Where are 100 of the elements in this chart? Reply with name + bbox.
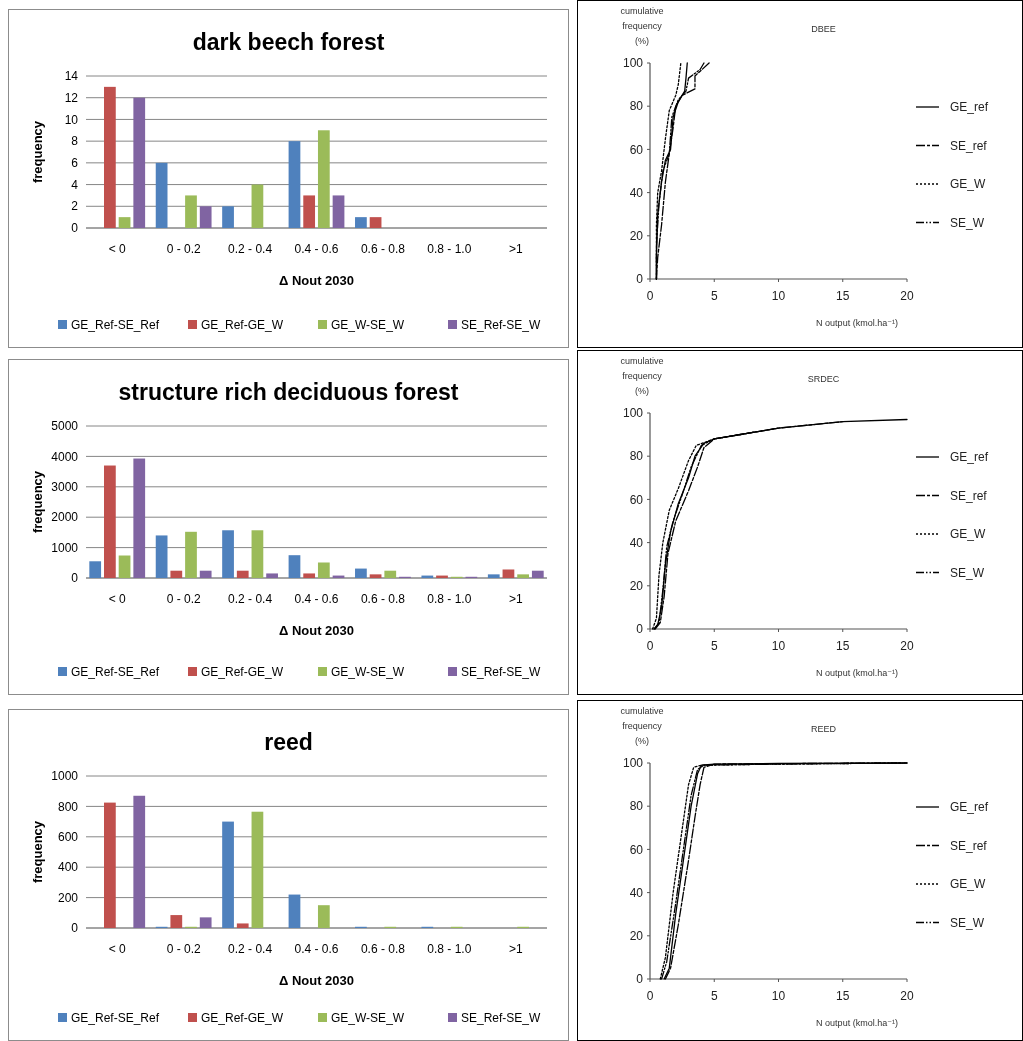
y-tick-label: 4000 (51, 449, 79, 464)
legend-label: SE_Ref-SE_W (461, 664, 542, 679)
legend-label: SE_Ref-SE_W (461, 317, 542, 332)
legend-label: SE_W (950, 565, 985, 580)
legend-label: GE_ref (950, 450, 989, 465)
legend-label: GE_Ref-GE_W (201, 1010, 284, 1025)
y-tick-label: 14 (64, 69, 79, 84)
legend-label: GE_Ref-SE_Ref (71, 1010, 160, 1025)
x-tick-label: 5 (710, 639, 718, 653)
x-tick-label: 15 (836, 639, 850, 653)
y-tick-label: 40 (629, 885, 644, 900)
y-axis-title: frequency (30, 470, 45, 534)
x-axis-title: Δ Nout 2030 (278, 623, 355, 638)
x-tick-label: 0 (646, 289, 654, 303)
chart-title: dark beech forest (192, 29, 385, 55)
y-tick-label: 80 (629, 99, 644, 114)
y-tick-label: 100 (622, 756, 644, 771)
y-tick-label: 1000 (51, 769, 79, 784)
x-tick-label: 0.6 - 0.8 (360, 242, 406, 256)
x-tick-label: 5 (710, 289, 718, 303)
x-tick-label: 0.4 - 0.6 (294, 942, 339, 956)
x-tick-label: 10 (771, 989, 786, 1003)
legend-label: GE_Ref-GE_W (201, 664, 284, 679)
x-tick-label: 15 (836, 989, 850, 1003)
legend-label: SE_Ref-SE_W (461, 1010, 542, 1025)
y-tick-label: 600 (57, 830, 79, 844)
y-tick-label: 2 (71, 199, 79, 214)
y-tick-label: 0 (71, 921, 79, 936)
chart-title: structure rich deciduous forest (118, 379, 459, 405)
y-tick-label: 0 (636, 972, 644, 987)
x-tick-label: 0 (646, 989, 654, 1003)
y-tick-label: 6 (71, 156, 79, 171)
legend-label: SE_ref (950, 838, 988, 853)
x-tick-label: 0.2 - 0.4 (228, 942, 273, 956)
x-tick-label: >1 (508, 242, 523, 256)
x-tick-label: 15 (836, 289, 850, 303)
legend-label: GE_W-SE_W (331, 1010, 405, 1025)
x-tick-label: 0.6 - 0.8 (360, 942, 406, 956)
legend-label: SE_ref (950, 488, 988, 503)
y-axis-title: cumulative frequency (%) (620, 6, 664, 46)
legend-label: GE_ref (950, 100, 989, 115)
y-tick-label: 80 (629, 449, 644, 464)
x-tick-label: < 0 (108, 592, 127, 606)
y-tick-label: 40 (629, 185, 644, 200)
legend-label: SE_ref (950, 138, 988, 153)
x-tick-label: 20 (900, 639, 914, 653)
x-tick-label: 0 - 0.2 (166, 592, 201, 606)
x-tick-label: < 0 (108, 942, 127, 956)
legend-label: GE_W (950, 177, 987, 192)
x-tick-label: 20 (900, 289, 914, 303)
chart-title: DBEE (811, 24, 836, 34)
y-tick-label: 20 (629, 229, 644, 243)
y-tick-label: 10 (64, 112, 79, 127)
x-tick-label: 0 - 0.2 (166, 242, 201, 256)
y-tick-label: 200 (57, 890, 79, 905)
y-tick-label: 80 (629, 799, 644, 814)
x-axis-title: Δ Nout 2030 (278, 973, 355, 988)
chart-title: reed (264, 729, 313, 755)
legend-label: GE_W (950, 527, 987, 542)
x-tick-label: 5 (710, 989, 718, 1003)
legend-label: GE_ref (950, 800, 989, 815)
y-tick-label: 0 (71, 571, 79, 586)
legend-label: GE_W (950, 877, 987, 892)
x-axis-title: N output (kmol.ha⁻¹) (816, 318, 898, 328)
x-axis-title: N output (kmol.ha⁻¹) (816, 668, 898, 678)
y-tick-label: 60 (629, 492, 644, 507)
y-tick-label: 800 (57, 799, 79, 814)
y-tick-label: 40 (629, 535, 644, 550)
chart-title: REED (810, 724, 837, 734)
chart-title: SRDEC (807, 374, 840, 384)
x-axis-title: Δ Nout 2030 (278, 273, 355, 288)
y-tick-label: 20 (629, 929, 644, 943)
y-tick-label: 2000 (51, 510, 79, 525)
y-tick-label: 5000 (51, 419, 79, 434)
y-tick-label: 0 (636, 622, 644, 637)
y-tick-label: 8 (71, 134, 79, 149)
x-tick-label: 0.8 - 1.0 (427, 942, 472, 956)
y-tick-label: 100 (622, 406, 644, 421)
x-tick-label: 10 (771, 639, 786, 653)
y-tick-label: 0 (636, 272, 644, 287)
x-tick-label: 0.8 - 1.0 (427, 242, 472, 256)
x-tick-label: 0.2 - 0.4 (228, 592, 273, 606)
legend-label: GE_Ref-SE_Ref (71, 317, 160, 332)
x-tick-label: 10 (771, 289, 786, 303)
legend-label: GE_W-SE_W (331, 317, 405, 332)
y-tick-label: 3000 (51, 480, 79, 494)
y-axis-title: frequency (30, 820, 45, 884)
y-axis-title: frequency (30, 120, 45, 184)
y-tick-label: 100 (622, 56, 644, 71)
x-tick-label: 0 (646, 639, 654, 653)
x-tick-label: 0.6 - 0.8 (360, 592, 406, 606)
x-tick-label: 0.8 - 1.0 (427, 592, 472, 606)
y-tick-label: 20 (629, 579, 644, 593)
legend-label: SE_W (950, 915, 985, 930)
x-tick-label: >1 (508, 592, 523, 606)
y-tick-label: 60 (629, 142, 644, 157)
x-tick-label: 0.2 - 0.4 (228, 242, 273, 256)
y-tick-label: 1000 (51, 540, 79, 555)
legend-label: GE_Ref-SE_Ref (71, 664, 160, 679)
x-tick-label: < 0 (108, 242, 127, 256)
